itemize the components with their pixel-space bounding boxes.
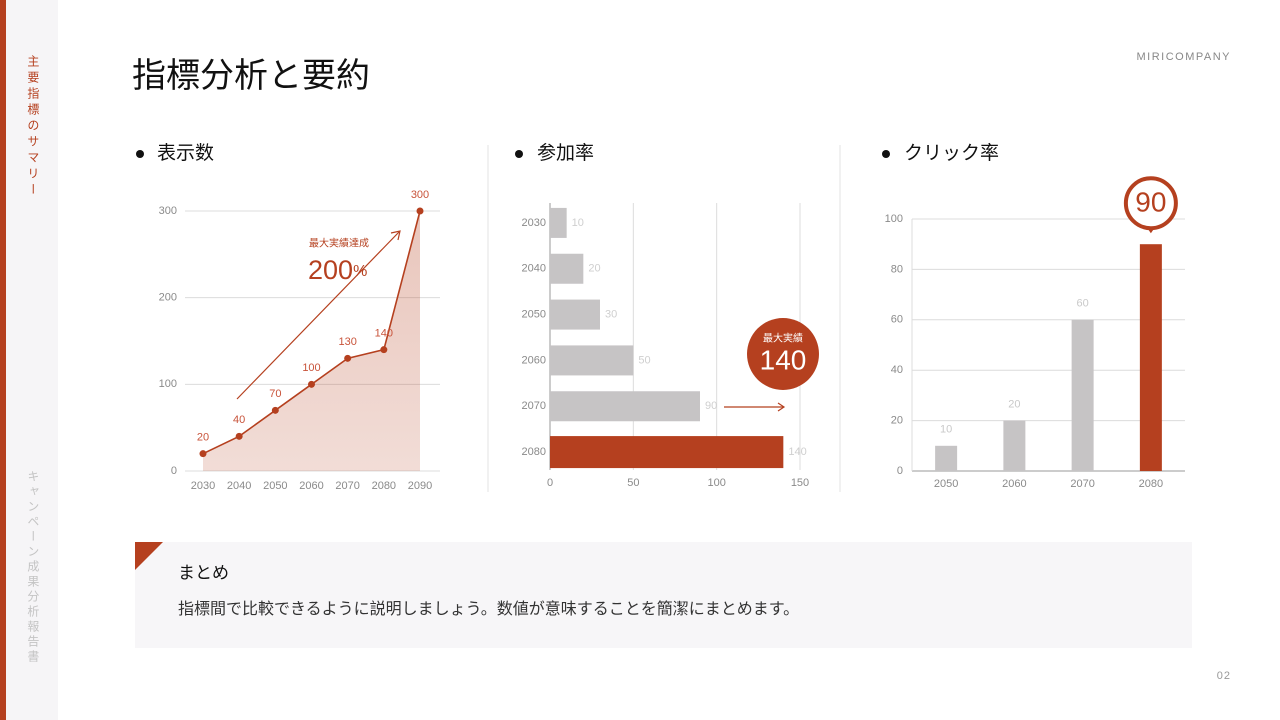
badge (1123, 176, 1178, 231)
bullet (882, 150, 890, 158)
sidebar-bottom: キャンペーン成果分析報告書 (26, 470, 40, 665)
y-tick-label: 2040 (522, 263, 546, 275)
point (235, 432, 243, 440)
y-tick-label: 80 (891, 263, 903, 275)
y-tick-label: 2080 (522, 446, 546, 458)
value-label: 140 (375, 328, 393, 340)
sidebar-top: 主要指標のサマリー (26, 55, 40, 199)
y-tick-label: 300 (159, 205, 177, 217)
y-tick-label: 60 (891, 314, 903, 326)
chart-title: 参加率 (537, 142, 594, 164)
y-tick-label: 20 (891, 415, 903, 427)
value-label: 50 (638, 354, 650, 366)
value-label: 100 (302, 362, 320, 374)
x-tick-label: 2080 (372, 480, 396, 492)
chart-title: クリック率 (904, 142, 999, 164)
bar (1139, 244, 1162, 471)
arrow-head (390, 230, 401, 241)
value-label: 20 (588, 263, 600, 275)
bullet (136, 150, 144, 158)
value-label: 70 (269, 388, 281, 400)
y-tick-label: 0 (171, 465, 177, 477)
chart-title: 表示数 (157, 142, 214, 164)
value-label: 130 (338, 336, 356, 348)
value-label: 10 (572, 217, 584, 229)
value-label: 20 (197, 432, 209, 444)
sidebar-stripe (0, 0, 6, 720)
y-tick-label: 2030 (522, 217, 546, 229)
x-tick-label: 2060 (1002, 478, 1026, 490)
badge-caption: 最大実績 (763, 332, 803, 345)
value-label: 10 (940, 424, 952, 436)
area (203, 211, 420, 471)
value-label: 20 (1008, 399, 1020, 411)
x-tick-label: 2060 (299, 480, 323, 492)
page-title: 指標分析と要約 (132, 57, 370, 95)
y-tick-label: 2060 (522, 354, 546, 366)
bar (935, 445, 958, 471)
bar (550, 345, 634, 376)
y-tick-label: 40 (891, 364, 903, 376)
annotation-figure: 200% (308, 255, 367, 285)
x-tick-label: 2070 (1070, 478, 1094, 490)
y-tick-label: 100 (159, 378, 177, 390)
summary-box (135, 542, 1192, 648)
summary-text: 指標間で比較できるように説明しましょう。数値が意味することを簡潔にまとめます。 (178, 599, 799, 618)
x-tick-label: 0 (547, 477, 553, 489)
badge (747, 318, 819, 390)
x-tick-label: 100 (707, 477, 725, 489)
point (271, 406, 279, 414)
x-tick-label: 2050 (934, 478, 958, 490)
value-label: 140 (788, 446, 806, 458)
annotation-unit: % (353, 263, 367, 280)
y-tick-label: 200 (159, 292, 177, 304)
bar (550, 436, 784, 469)
x-tick-label: 2040 (227, 480, 251, 492)
point (308, 380, 315, 388)
summary-title: まとめ (178, 563, 229, 582)
point (344, 354, 352, 362)
page-number: 02 (1217, 670, 1231, 682)
bullet (515, 150, 523, 158)
x-tick-label: 2090 (408, 480, 432, 492)
badge-value: 90 (1135, 187, 1166, 218)
value-label: 40 (233, 414, 245, 426)
bar (1003, 420, 1026, 471)
y-tick-label: 100 (885, 213, 903, 225)
company: MIRICOMPANY (1136, 51, 1231, 63)
y-tick-label: 2050 (522, 308, 546, 320)
value-label: 60 (1077, 298, 1089, 310)
annotation-caption: 最大実績達成 (309, 237, 369, 250)
point (199, 450, 207, 458)
value-label: 300 (411, 189, 429, 201)
value-label: 30 (605, 308, 617, 320)
bar (550, 207, 567, 238)
y-tick-label: 2070 (522, 400, 546, 412)
x-tick-label: 2070 (335, 480, 359, 492)
point (380, 346, 388, 354)
bar (550, 253, 584, 284)
x-tick-label: 50 (627, 477, 639, 489)
annotation-arrow (236, 231, 400, 400)
badge-value: 140 (760, 344, 807, 375)
arrow-head (777, 402, 786, 412)
y-tick-label: 0 (897, 465, 903, 477)
x-tick-label: 2080 (1139, 478, 1163, 490)
bar (550, 391, 700, 422)
sidebar (0, 0, 58, 720)
summary-corner (135, 542, 163, 570)
bar (1071, 319, 1094, 471)
bar (550, 299, 600, 330)
point (416, 207, 424, 215)
x-tick-label: 2050 (263, 480, 287, 492)
value-label: 90 (705, 400, 717, 412)
x-tick-label: 150 (791, 477, 809, 489)
annotation-number: 200 (308, 255, 353, 285)
x-tick-label: 2030 (191, 480, 215, 492)
